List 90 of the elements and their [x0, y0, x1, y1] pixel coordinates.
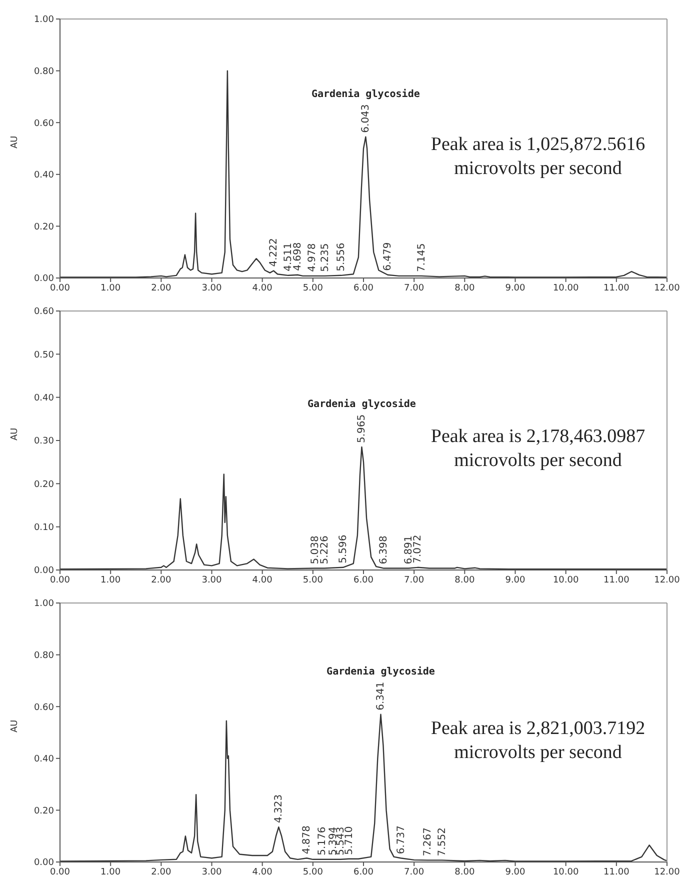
annotation: 4.878 [302, 825, 313, 854]
x-tick-label: 12.00 [654, 575, 680, 586]
annotation: Peak area is 2,821,003.7192 microvolts per second [430, 717, 646, 765]
x-tick-label: 0.00 [50, 283, 70, 294]
x-tick-label: 0.00 [50, 575, 70, 586]
annotation: 6.737 [396, 825, 407, 854]
x-tick-label: 7.00 [404, 867, 424, 878]
annotation: 4.978 [306, 243, 318, 272]
x-tick-label: 4.00 [252, 867, 273, 878]
x-tick-label: 8.00 [454, 283, 475, 294]
x-tick-label: 5.00 [302, 867, 324, 878]
x-tick-label: 10.00 [552, 867, 579, 878]
x-tick-label: 2.00 [151, 867, 172, 878]
annotation: Gardenia glycoside [308, 398, 416, 410]
x-tick-label: 12.00 [654, 283, 680, 294]
x-tick-label: 3.00 [202, 283, 222, 294]
y-tick-label: 0.10 [34, 523, 54, 534]
annotation: 6.341 [376, 682, 387, 710]
annotation: 5.038 [310, 536, 321, 564]
y-tick-label: 0.60 [34, 307, 54, 318]
x-tick-label: 7.00 [404, 283, 424, 294]
x-tick-label: 6.00 [353, 867, 374, 878]
annotation: Peak area is 2,178,463.0987 microvolts per second [430, 425, 646, 473]
y-tick-label: 0.40 [34, 170, 54, 181]
x-tick-label: 2.00 [151, 575, 172, 586]
x-tick-label: 5.00 [302, 283, 324, 294]
annotation: 4.222 [268, 238, 280, 267]
x-tick-label: 6.00 [353, 575, 374, 586]
x-tick-label: 6.00 [353, 283, 374, 294]
annotation: 5.556 [336, 242, 348, 272]
y-tick-label: 0.00 [34, 858, 54, 868]
y-tick-label: 0.60 [34, 702, 54, 713]
annotation: 6.479 [382, 242, 394, 271]
y-tick-label: 0.00 [34, 566, 54, 576]
x-tick-label: 11.00 [604, 575, 630, 586]
x-tick-label: 8.00 [454, 867, 475, 878]
x-tick-label: 10.00 [552, 283, 579, 294]
y-axis-title: AU [10, 428, 20, 440]
x-tick-label: 9.00 [505, 575, 526, 586]
annotation: 5.710 [344, 826, 355, 855]
x-tick-label: 11.00 [604, 867, 630, 878]
annotation: 6.398 [378, 536, 390, 564]
x-tick-label: 1.00 [100, 575, 121, 586]
y-tick-label: 1.00 [34, 599, 54, 610]
y-axis-title: AU [10, 136, 20, 148]
y-tick-label: 0.30 [34, 436, 54, 447]
y-tick-label: 0.40 [34, 754, 54, 765]
x-tick-label: 1.00 [100, 283, 121, 294]
y-tick-label: 1.00 [34, 15, 54, 26]
x-tick-label: 8.00 [454, 575, 475, 586]
x-tick-label: 3.00 [202, 867, 222, 878]
annotation: 6.043 [360, 104, 372, 133]
x-tick-label: 5.00 [302, 575, 324, 586]
x-tick-label: 9.00 [505, 867, 526, 878]
y-tick-label: 0.80 [34, 66, 54, 77]
annotation: Peak area is 1,025,872.5616 microvolts per second [430, 133, 646, 181]
annotation: 7.145 [416, 243, 428, 272]
y-tick-label: 0.20 [34, 806, 54, 816]
annotation: 4.698 [292, 242, 304, 271]
x-tick-label: 2.00 [151, 283, 172, 294]
annotation: 7.267 [422, 828, 434, 856]
y-tick-label: 0.00 [34, 274, 54, 284]
x-tick-label: 11.00 [604, 283, 630, 294]
x-tick-label: 4.00 [252, 283, 273, 294]
annotation: 7.072 [412, 534, 424, 564]
x-tick-label: 1.00 [100, 867, 121, 878]
y-tick-label: 0.20 [34, 480, 54, 490]
annotation: 4.323 [274, 794, 285, 824]
annotation: 4.511 [283, 242, 294, 272]
x-tick-label: 4.00 [252, 575, 273, 586]
annotation: 5.226 [319, 536, 330, 564]
x-tick-label: 9.00 [505, 283, 526, 294]
x-tick-label: 0.00 [50, 867, 70, 878]
y-tick-label: 0.40 [34, 394, 54, 404]
x-tick-label: 10.00 [552, 575, 579, 586]
x-tick-label: 7.00 [404, 575, 424, 586]
y-tick-label: 0.50 [34, 350, 54, 360]
annotation: 5.176 [316, 826, 328, 856]
annotation: 5.965 [356, 414, 368, 443]
annotation: Gardenia glycoside [311, 88, 420, 100]
annotation: 5.596 [338, 534, 350, 564]
y-tick-label: 0.20 [34, 222, 54, 232]
annotation: 7.552 [437, 828, 448, 856]
x-tick-label: 3.00 [202, 575, 222, 586]
annotation: 5.235 [320, 243, 331, 272]
y-tick-label: 0.80 [34, 650, 54, 661]
annotation: Gardenia glycoside [326, 665, 435, 678]
x-tick-label: 12.00 [654, 867, 680, 878]
y-tick-label: 0.60 [34, 118, 54, 129]
y-axis-title: AU [10, 720, 20, 732]
